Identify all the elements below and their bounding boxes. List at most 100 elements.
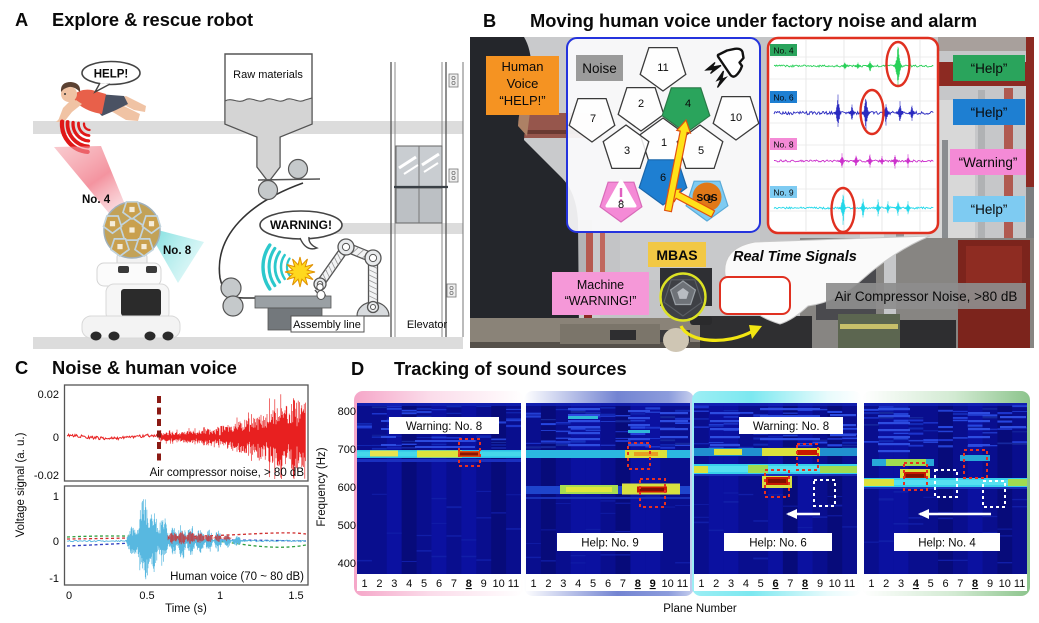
svg-text:4: 4 bbox=[685, 98, 691, 110]
svg-text:10: 10 bbox=[492, 578, 504, 590]
svg-text:2: 2 bbox=[713, 578, 719, 590]
svg-text:3: 3 bbox=[391, 578, 397, 590]
svg-text:Voltage signal (a. u.): Voltage signal (a. u.) bbox=[15, 432, 27, 537]
svg-text:HELP!: HELP! bbox=[94, 69, 129, 81]
svg-text:7: 7 bbox=[787, 578, 793, 590]
svg-text:10: 10 bbox=[661, 578, 673, 590]
svg-text:10: 10 bbox=[829, 578, 841, 590]
svg-text:7: 7 bbox=[451, 578, 457, 590]
svg-text:11: 11 bbox=[657, 62, 668, 74]
svg-text:3: 3 bbox=[728, 578, 734, 590]
svg-text:“Help”: “Help” bbox=[971, 61, 1008, 76]
svg-text:1.5: 1.5 bbox=[288, 590, 303, 602]
svg-text:0: 0 bbox=[53, 536, 59, 548]
svg-text:5: 5 bbox=[758, 578, 764, 590]
svg-text:0: 0 bbox=[66, 590, 72, 602]
svg-text:2: 2 bbox=[545, 578, 551, 590]
svg-text:4: 4 bbox=[406, 578, 412, 590]
svg-text:Frequency (Hz): Frequency (Hz) bbox=[316, 447, 328, 526]
svg-text:8: 8 bbox=[802, 578, 808, 590]
svg-text:C: C bbox=[15, 357, 28, 378]
svg-text:1: 1 bbox=[868, 578, 874, 590]
svg-text:8: 8 bbox=[618, 199, 624, 211]
svg-text:400: 400 bbox=[338, 558, 356, 570]
svg-text:Plane Number: Plane Number bbox=[663, 603, 737, 615]
svg-text:1: 1 bbox=[217, 590, 223, 602]
svg-text:Time (s): Time (s) bbox=[165, 603, 207, 615]
svg-text:No. 8: No. 8 bbox=[773, 140, 794, 150]
svg-text:1: 1 bbox=[661, 137, 667, 149]
svg-text:“Warning”: “Warning” bbox=[959, 155, 1018, 170]
svg-text:Elevator: Elevator bbox=[407, 319, 448, 331]
svg-text:Raw materials: Raw materials bbox=[233, 69, 303, 81]
svg-text:4: 4 bbox=[913, 578, 920, 590]
svg-text:Voice: Voice bbox=[507, 76, 539, 91]
svg-text:SOS: SOS bbox=[696, 193, 717, 204]
svg-text:6: 6 bbox=[436, 578, 442, 590]
svg-text:2: 2 bbox=[376, 578, 382, 590]
svg-text:9: 9 bbox=[817, 578, 823, 590]
svg-text:11: 11 bbox=[677, 578, 688, 590]
svg-text:3: 3 bbox=[624, 145, 630, 157]
svg-text:9: 9 bbox=[987, 578, 993, 590]
svg-text:Air compressor noise, > 80 dB: Air compressor noise, > 80 dB bbox=[150, 467, 305, 479]
svg-text:1: 1 bbox=[361, 578, 367, 590]
svg-text:No. 4: No. 4 bbox=[773, 46, 794, 56]
svg-text:2: 2 bbox=[883, 578, 889, 590]
svg-text:5: 5 bbox=[928, 578, 934, 590]
svg-text:500: 500 bbox=[338, 520, 356, 532]
svg-text:“HELP!”: “HELP!” bbox=[499, 93, 545, 108]
svg-text:7: 7 bbox=[957, 578, 963, 590]
svg-text:WARNING!: WARNING! bbox=[270, 218, 332, 232]
svg-text:10: 10 bbox=[730, 112, 742, 124]
svg-text:Noise: Noise bbox=[582, 61, 617, 76]
svg-text:B: B bbox=[483, 10, 496, 31]
svg-text:1: 1 bbox=[698, 578, 704, 590]
svg-text:9: 9 bbox=[481, 578, 487, 590]
svg-text:600: 600 bbox=[338, 482, 356, 494]
svg-text:Warning: No. 8: Warning: No. 8 bbox=[753, 421, 829, 433]
svg-text:5: 5 bbox=[590, 578, 596, 590]
svg-text:Noise & human voice: Noise & human voice bbox=[52, 357, 237, 378]
svg-text:4: 4 bbox=[575, 578, 581, 590]
svg-text:Help: No. 9: Help: No. 9 bbox=[581, 538, 639, 550]
svg-text:9: 9 bbox=[707, 194, 713, 206]
svg-text:Human: Human bbox=[502, 59, 544, 74]
svg-text:Tracking of sound sources: Tracking of sound sources bbox=[394, 358, 627, 379]
svg-text:0.02: 0.02 bbox=[38, 389, 59, 401]
svg-text:“WARNING!”: “WARNING!” bbox=[565, 294, 637, 308]
svg-text:“Help”: “Help” bbox=[971, 105, 1008, 120]
svg-text:11: 11 bbox=[844, 578, 855, 590]
svg-text:No. 8: No. 8 bbox=[163, 245, 192, 257]
svg-text:Help: No. 4: Help: No. 4 bbox=[918, 538, 976, 550]
svg-text:800: 800 bbox=[338, 406, 356, 418]
svg-text:1: 1 bbox=[53, 491, 59, 503]
svg-text:6: 6 bbox=[942, 578, 948, 590]
svg-text:Air Compressor Noise, >80 dB: Air Compressor Noise, >80 dB bbox=[835, 289, 1018, 304]
svg-text:11: 11 bbox=[508, 578, 519, 590]
svg-text:10: 10 bbox=[999, 578, 1011, 590]
svg-text:0: 0 bbox=[53, 432, 59, 444]
svg-text:3: 3 bbox=[898, 578, 904, 590]
svg-text:No. 9: No. 9 bbox=[773, 188, 794, 198]
svg-text:5: 5 bbox=[421, 578, 427, 590]
svg-text:Machine: Machine bbox=[577, 278, 624, 292]
svg-text:D: D bbox=[351, 358, 364, 379]
svg-text:Human voice (70 ~ 80 dB): Human voice (70 ~ 80 dB) bbox=[170, 571, 304, 583]
svg-text:3: 3 bbox=[560, 578, 566, 590]
svg-text:4: 4 bbox=[743, 578, 749, 590]
svg-text:8: 8 bbox=[972, 578, 978, 590]
svg-text:1: 1 bbox=[530, 578, 536, 590]
svg-text:Help: No. 6: Help: No. 6 bbox=[749, 538, 807, 550]
svg-text:700: 700 bbox=[338, 444, 356, 456]
svg-text:No. 4: No. 4 bbox=[82, 194, 111, 206]
svg-text:Moving human voice under facto: Moving human voice under factory noise a… bbox=[530, 10, 977, 31]
svg-text:7: 7 bbox=[590, 113, 596, 125]
svg-text:-0.02: -0.02 bbox=[34, 470, 59, 482]
svg-text:Explore & rescue robot: Explore & rescue robot bbox=[52, 9, 253, 30]
svg-text:5: 5 bbox=[698, 145, 704, 157]
svg-text:11: 11 bbox=[1014, 578, 1025, 590]
svg-text:-1: -1 bbox=[49, 573, 59, 585]
svg-text:9: 9 bbox=[650, 578, 656, 590]
svg-text:7: 7 bbox=[620, 578, 626, 590]
